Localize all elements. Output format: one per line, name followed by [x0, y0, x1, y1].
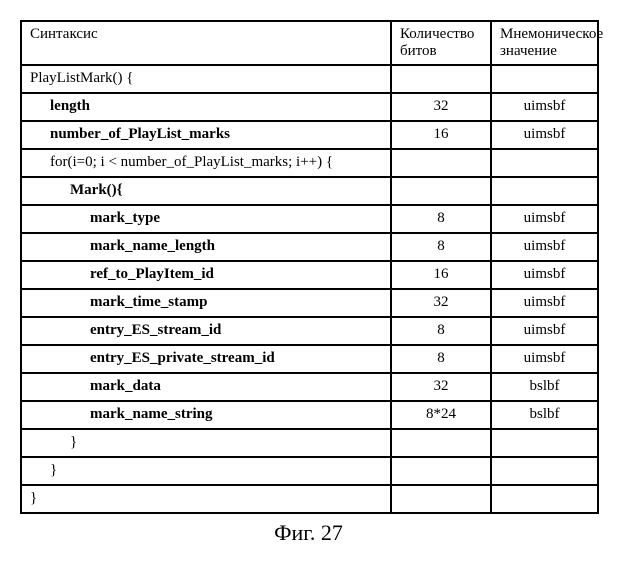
cell-syntax: mark_name_length	[21, 233, 391, 261]
cell-syntax: ref_to_PlayItem_id	[21, 261, 391, 289]
cell-mnemonic: uimsbf	[491, 93, 598, 121]
table-row: }	[21, 485, 598, 513]
cell-syntax: }	[21, 429, 391, 457]
cell-syntax: mark_type	[21, 205, 391, 233]
cell-syntax: for(i=0; i < number_of_PlayList_marks; i…	[21, 149, 391, 177]
cell-syntax: PlayListMark() {	[21, 65, 391, 93]
figure-caption: Фиг. 27	[20, 520, 597, 546]
cell-bits: 32	[391, 289, 491, 317]
table-row: entry_ES_private_stream_id8uimsbf	[21, 345, 598, 373]
cell-bits	[391, 457, 491, 485]
table-row: mark_type8uimsbf	[21, 205, 598, 233]
cell-bits: 8*24	[391, 401, 491, 429]
cell-bits: 32	[391, 93, 491, 121]
table-row: Mark(){	[21, 177, 598, 205]
cell-syntax: Mark(){	[21, 177, 391, 205]
cell-syntax: number_of_PlayList_marks	[21, 121, 391, 149]
header-syntax: Синтаксис	[21, 21, 391, 65]
cell-bits	[391, 485, 491, 513]
cell-mnemonic: uimsbf	[491, 233, 598, 261]
table-row: mark_data32bslbf	[21, 373, 598, 401]
cell-syntax: mark_time_stamp	[21, 289, 391, 317]
cell-bits: 16	[391, 261, 491, 289]
cell-syntax: length	[21, 93, 391, 121]
header-row: Синтаксис Количество битов Мнемоническое…	[21, 21, 598, 65]
cell-mnemonic: uimsbf	[491, 121, 598, 149]
cell-mnemonic: uimsbf	[491, 317, 598, 345]
cell-syntax: mark_data	[21, 373, 391, 401]
cell-mnemonic: uimsbf	[491, 261, 598, 289]
cell-mnemonic	[491, 149, 598, 177]
cell-bits	[391, 429, 491, 457]
table-row: mark_name_length8uimsbf	[21, 233, 598, 261]
table-row: length32uimsbf	[21, 93, 598, 121]
cell-syntax: }	[21, 457, 391, 485]
cell-mnemonic	[491, 65, 598, 93]
cell-bits: 8	[391, 345, 491, 373]
cell-mnemonic: bslbf	[491, 401, 598, 429]
table-row: }	[21, 457, 598, 485]
cell-bits	[391, 65, 491, 93]
table-row: for(i=0; i < number_of_PlayList_marks; i…	[21, 149, 598, 177]
cell-mnemonic	[491, 485, 598, 513]
cell-mnemonic	[491, 429, 598, 457]
cell-mnemonic: uimsbf	[491, 205, 598, 233]
table-header: Синтаксис Количество битов Мнемоническое…	[21, 21, 598, 65]
cell-mnemonic: uimsbf	[491, 345, 598, 373]
cell-syntax: entry_ES_private_stream_id	[21, 345, 391, 373]
table-row: mark_name_string8*24bslbf	[21, 401, 598, 429]
cell-mnemonic	[491, 457, 598, 485]
table-row: }	[21, 429, 598, 457]
cell-bits: 32	[391, 373, 491, 401]
table-row: PlayListMark() {	[21, 65, 598, 93]
table-row: number_of_PlayList_marks16uimsbf	[21, 121, 598, 149]
cell-syntax: entry_ES_stream_id	[21, 317, 391, 345]
cell-bits: 8	[391, 317, 491, 345]
cell-bits: 8	[391, 233, 491, 261]
header-mnemonic: Мнемоническое значение	[491, 21, 598, 65]
header-bits: Количество битов	[391, 21, 491, 65]
syntax-table: Синтаксис Количество битов Мнемоническое…	[20, 20, 599, 514]
cell-mnemonic: bslbf	[491, 373, 598, 401]
cell-syntax: mark_name_string	[21, 401, 391, 429]
table-row: ref_to_PlayItem_id16uimsbf	[21, 261, 598, 289]
table-row: entry_ES_stream_id8uimsbf	[21, 317, 598, 345]
table-row: mark_time_stamp32uimsbf	[21, 289, 598, 317]
cell-bits: 8	[391, 205, 491, 233]
cell-mnemonic: uimsbf	[491, 289, 598, 317]
cell-mnemonic	[491, 177, 598, 205]
table-body: PlayListMark() {length32uimsbfnumber_of_…	[21, 65, 598, 513]
cell-bits	[391, 177, 491, 205]
cell-bits: 16	[391, 121, 491, 149]
cell-bits	[391, 149, 491, 177]
cell-syntax: }	[21, 485, 391, 513]
